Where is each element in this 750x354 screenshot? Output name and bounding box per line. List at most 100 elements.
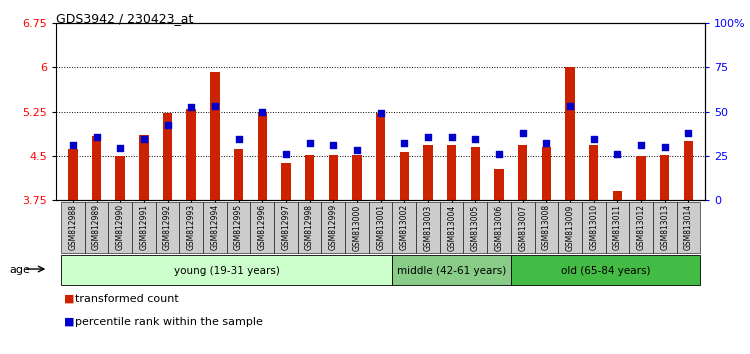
Point	[540, 140, 552, 145]
Text: GSM812998: GSM812998	[305, 204, 314, 250]
Text: percentile rank within the sample: percentile rank within the sample	[75, 317, 262, 327]
Bar	[132, 202, 156, 253]
Bar	[542, 147, 551, 200]
Bar	[226, 202, 251, 253]
Text: GSM813002: GSM813002	[400, 204, 409, 251]
Text: GSM812994: GSM812994	[211, 204, 220, 251]
Text: GSM812988: GSM812988	[68, 204, 77, 250]
Bar	[605, 202, 629, 253]
Bar	[163, 113, 172, 200]
Text: GSM813013: GSM813013	[660, 204, 669, 251]
Point	[493, 151, 505, 157]
Text: ■: ■	[64, 317, 74, 327]
Point	[658, 144, 670, 150]
Point	[185, 104, 197, 110]
Point	[470, 136, 482, 142]
Text: ■: ■	[64, 294, 74, 304]
Bar	[85, 202, 108, 253]
Text: GSM813007: GSM813007	[518, 204, 527, 251]
Bar	[636, 156, 646, 200]
Point	[280, 151, 292, 157]
Text: age: age	[9, 265, 30, 275]
Text: middle (42-61 years): middle (42-61 years)	[397, 266, 506, 275]
Bar	[156, 202, 179, 253]
Point	[446, 134, 458, 140]
Text: transformed count: transformed count	[75, 294, 178, 304]
Bar	[298, 202, 322, 253]
Bar	[203, 202, 226, 253]
Bar	[535, 202, 558, 253]
Bar	[660, 155, 670, 200]
Point	[327, 142, 339, 148]
Text: GSM812995: GSM812995	[234, 204, 243, 251]
Text: GSM813006: GSM813006	[494, 204, 503, 251]
Point	[138, 136, 150, 142]
Text: GSM812992: GSM812992	[163, 204, 172, 250]
Bar	[210, 72, 220, 200]
Bar	[376, 113, 386, 200]
Text: old (65-84 years): old (65-84 years)	[561, 266, 650, 275]
Text: GSM812989: GSM812989	[92, 204, 101, 250]
Bar	[257, 112, 267, 200]
Text: GSM812993: GSM812993	[187, 204, 196, 251]
Bar	[251, 202, 274, 253]
Text: GSM812999: GSM812999	[328, 204, 338, 251]
Bar	[328, 155, 338, 200]
Bar	[116, 156, 125, 200]
Bar	[684, 141, 693, 200]
Bar	[61, 202, 85, 253]
Point	[375, 110, 387, 116]
Bar	[139, 135, 148, 200]
Bar	[470, 147, 480, 200]
Text: GSM813001: GSM813001	[376, 204, 386, 251]
Text: GSM812991: GSM812991	[140, 204, 148, 250]
Bar	[304, 155, 314, 200]
Text: GSM813011: GSM813011	[613, 204, 622, 250]
Text: GSM813009: GSM813009	[566, 204, 574, 251]
Bar	[653, 202, 676, 253]
Text: GSM813012: GSM813012	[637, 204, 646, 250]
Bar	[494, 169, 504, 200]
Bar	[345, 202, 369, 253]
Point	[351, 147, 363, 153]
Bar	[464, 202, 488, 253]
Point	[67, 142, 79, 148]
Bar	[392, 202, 416, 253]
Bar	[447, 145, 457, 200]
Text: GSM813004: GSM813004	[447, 204, 456, 251]
Text: GSM813005: GSM813005	[471, 204, 480, 251]
Text: GDS3942 / 230423_at: GDS3942 / 230423_at	[56, 12, 194, 25]
Point	[422, 134, 434, 140]
Text: young (19-31 years): young (19-31 years)	[174, 266, 280, 275]
Bar	[92, 136, 101, 200]
Text: GSM813000: GSM813000	[352, 204, 362, 251]
Bar	[558, 202, 582, 253]
Text: GSM812996: GSM812996	[258, 204, 267, 251]
Bar	[582, 202, 605, 253]
Bar	[281, 163, 291, 200]
Text: GSM812997: GSM812997	[281, 204, 290, 251]
Point	[256, 109, 268, 114]
Point	[114, 145, 126, 151]
Bar	[369, 202, 392, 253]
Point	[161, 122, 173, 128]
Point	[588, 136, 600, 142]
Bar	[274, 202, 298, 253]
Point	[611, 151, 623, 157]
Bar	[589, 145, 598, 200]
Bar	[322, 202, 345, 253]
Bar	[108, 202, 132, 253]
Bar	[511, 202, 535, 253]
Bar	[187, 109, 196, 200]
Text: GSM812990: GSM812990	[116, 204, 124, 251]
Bar	[518, 145, 527, 200]
Bar	[179, 202, 203, 253]
Bar	[68, 149, 77, 200]
Bar	[676, 202, 700, 253]
Bar	[392, 255, 511, 285]
Bar	[488, 202, 511, 253]
Bar	[423, 145, 433, 200]
Point	[398, 140, 410, 145]
Bar	[400, 152, 409, 200]
Bar	[234, 149, 243, 200]
